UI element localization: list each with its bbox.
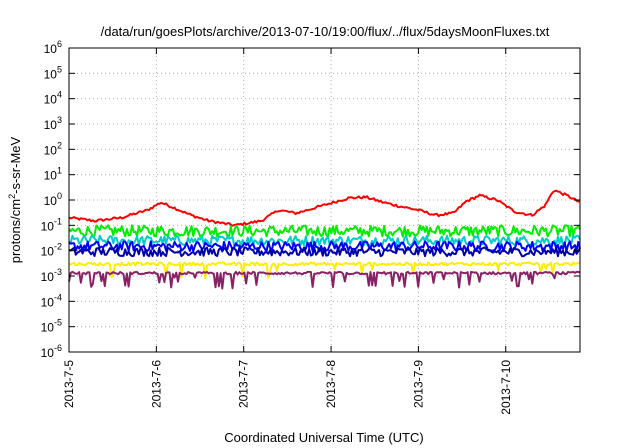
y-tick-label: 106 (44, 39, 62, 56)
series-line-2 (68, 224, 581, 238)
x-tick-label: 2013-7-10 (499, 360, 513, 415)
x-tick-label: 2013-7-5 (62, 360, 76, 408)
y-tick-label: 104 (44, 90, 62, 107)
y-tick-label: 10-5 (41, 318, 62, 335)
series-line-3 (68, 234, 581, 247)
y-tick-label: 10-3 (41, 267, 62, 284)
y-tick-label: 103 (44, 115, 62, 132)
y-tick-label: 100 (44, 191, 62, 208)
y-axis: 10-6 10-5 10-4 10-3 10-2 10-1 100 101 102 103 104 1… (41, 39, 580, 360)
y-axis-label-main: protons/cm (8, 199, 23, 263)
y-tick-label: 102 (44, 140, 62, 157)
y-tick-label: 105 (44, 64, 62, 81)
y-axis-label: protons/cm2-s-sr-MeV (7, 136, 23, 263)
x-tick-label: 2013-7-6 (149, 360, 163, 408)
y-tick-label: 101 (44, 166, 62, 183)
x-tick-label: 2013-7-9 (411, 360, 425, 408)
series-group (68, 189, 581, 290)
series-line-4 (68, 240, 581, 253)
series-line-1 (68, 189, 581, 227)
chart-title: /data/run/goesPlots/archive/2013-07-10/1… (101, 24, 550, 39)
y-axis-label-tail: -s-sr-MeV (8, 136, 23, 193)
series-line-5 (68, 246, 581, 258)
y-axis-label-sup: 2 (7, 194, 17, 199)
x-axis-label: Coordinated Universal Time (UTC) (224, 430, 423, 445)
series-line-7 (68, 270, 581, 290)
x-axis: 2013-7-5 2013-7-6 2013-7-7 2013-7-8 2013-7-9… (62, 48, 513, 415)
grid-lines (69, 48, 580, 352)
y-tick-label: 10-4 (41, 292, 62, 309)
y-tick-label: 10-1 (41, 216, 62, 233)
y-tick-label: 10-2 (41, 242, 62, 259)
series-line-6 (69, 261, 581, 280)
y-tick-label: 10-6 (41, 343, 62, 360)
x-tick-label: 2013-7-7 (237, 360, 251, 408)
x-tick-label: 2013-7-8 (324, 360, 338, 408)
